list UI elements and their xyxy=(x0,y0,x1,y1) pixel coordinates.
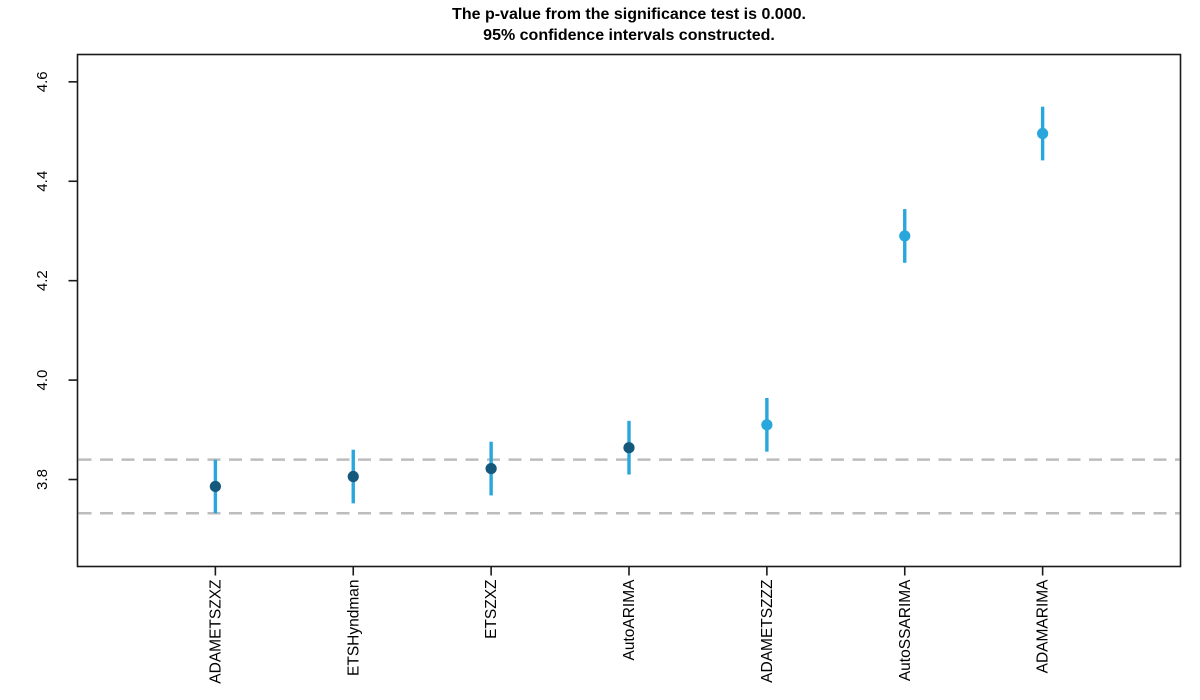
chart-title: The p-value from the significance test i… xyxy=(77,4,1181,46)
y-axis-tick-label: 4.4 xyxy=(34,171,51,192)
plot-border xyxy=(76,53,1182,568)
chart-title-line1: The p-value from the significance test i… xyxy=(452,6,806,23)
x-axis-label: ETSHyndman xyxy=(345,580,362,676)
x-axis-label: AutoSSARIMA xyxy=(897,579,914,681)
mean-rank-point xyxy=(623,442,635,454)
mean-rank-point xyxy=(1037,127,1049,140)
y-axis-tick-label: 3.8 xyxy=(34,469,51,490)
x-axis-label: ADAMARIMA xyxy=(1035,579,1052,674)
x-axis-label: ADAMETSZZZ xyxy=(759,580,776,683)
mean-rank-point xyxy=(209,480,221,493)
y-axis-tick-label: 4.2 xyxy=(34,270,51,291)
mean-rank-point xyxy=(761,419,773,431)
x-axis-label: AutoARIMA xyxy=(621,579,638,661)
y-axis-tick-label: 4.6 xyxy=(34,71,51,92)
chart-title-line2: 95% confidence intervals constructed. xyxy=(483,27,775,44)
x-axis-label: ADAMETSZXZ xyxy=(207,580,224,684)
mean-rank-point xyxy=(485,462,497,475)
x-axis-label: ETSZXZ xyxy=(483,580,500,639)
mean-rank-point xyxy=(347,470,359,483)
mean-rank-point xyxy=(899,230,911,242)
y-axis-tick-label: 4.0 xyxy=(34,370,51,391)
